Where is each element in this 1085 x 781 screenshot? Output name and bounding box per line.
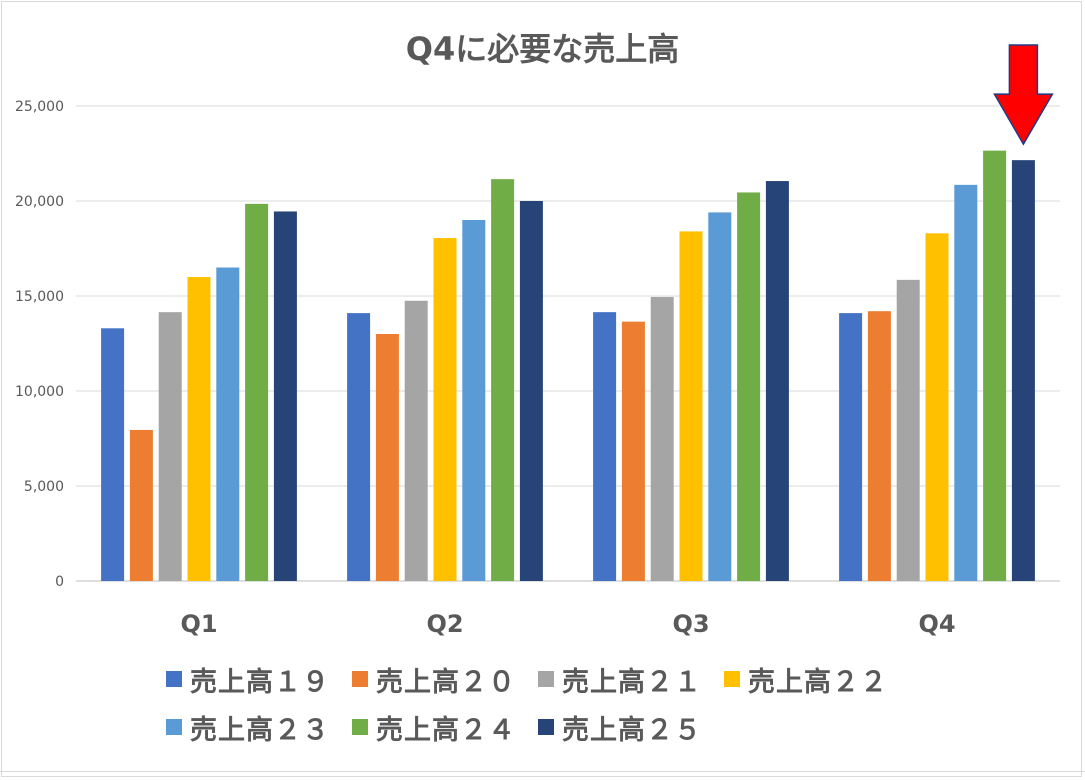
legend-swatch (538, 671, 554, 687)
bars (101, 150, 1035, 582)
red-arrow (993, 44, 1054, 146)
y-tick-label: 20,000 (15, 194, 64, 210)
legend-swatch (538, 719, 554, 735)
bar (896, 279, 920, 581)
y-tick-label: 10,000 (15, 384, 64, 400)
bar (954, 184, 978, 581)
legend-label: 売上高２５ (562, 714, 702, 746)
gridlines (76, 105, 1060, 582)
bar (593, 312, 617, 581)
bar (158, 312, 182, 581)
legend-item: 売上高２２ (724, 660, 888, 699)
x-tick-label: Q2 (426, 610, 463, 638)
legend-swatch (352, 671, 368, 687)
x-tick-label: Q3 (672, 610, 709, 638)
legend-row-1: 売上高１９ 売上高２０ 売上高２１ 売上高２２ (166, 655, 966, 703)
legend-label: 売上高２２ (748, 666, 888, 698)
y-tick-label: 15,000 (15, 289, 64, 305)
bar (375, 334, 399, 581)
bar (404, 300, 428, 581)
y-axis-ticks: 0 5,000 10,000 15,000 20,000 25,000 (15, 99, 64, 590)
bar (519, 201, 543, 581)
bar (679, 231, 703, 581)
legend-label: 売上高２３ (190, 714, 330, 746)
bar (129, 429, 153, 581)
chart-title: Q4に必要な売上高 (405, 30, 680, 68)
bar (187, 277, 211, 581)
legend-swatch (166, 719, 182, 735)
legend-item: 売上高２０ (352, 660, 516, 699)
legend-item: 売上高１９ (166, 660, 330, 699)
bar (839, 313, 863, 581)
bar (101, 328, 125, 581)
bar (433, 238, 457, 582)
legend-item: 売上高２１ (538, 660, 702, 699)
legend-label: 売上高２１ (562, 666, 702, 698)
x-tick-label: Q1 (180, 610, 217, 638)
y-tick-label: 0 (55, 574, 64, 590)
legend-swatch (724, 671, 740, 687)
bar (983, 150, 1007, 581)
bar (491, 179, 515, 581)
legend-label: 売上高１９ (190, 666, 330, 698)
bar (708, 212, 732, 581)
legend-swatch (166, 671, 182, 687)
y-tick-label: 5,000 (24, 479, 64, 495)
bar (925, 233, 949, 582)
bar (765, 181, 789, 582)
x-axis-ticks: Q1 Q2 Q3 Q4 (180, 610, 955, 638)
bar (347, 313, 371, 581)
legend-row-2: 売上高２３ 売上高２４ 売上高２５ (166, 703, 966, 751)
x-tick-label: Q4 (918, 610, 955, 638)
y-tick-label: 25,000 (15, 99, 64, 115)
bar (737, 192, 761, 581)
bar (245, 203, 269, 581)
legend-item: 売上高２３ (166, 708, 330, 747)
legend-label: 売上高２４ (376, 714, 516, 746)
legend-swatch (352, 719, 368, 735)
red-arrow-annotation (993, 44, 1054, 146)
legend-item: 売上高２５ (538, 708, 702, 747)
bar (650, 296, 674, 581)
legend-item: 売上高２４ (352, 708, 516, 747)
bottom-border (0, 771, 1085, 772)
bar (1011, 160, 1035, 581)
legend-label: 売上高２０ (376, 666, 516, 698)
bar (273, 211, 297, 581)
bar (216, 267, 240, 581)
bar (867, 311, 891, 581)
bar (462, 220, 486, 581)
legend: 売上高１９ 売上高２０ 売上高２１ 売上高２２ 売上高２３ 売上高２４ 売上高２… (166, 655, 966, 751)
bar (621, 321, 645, 581)
